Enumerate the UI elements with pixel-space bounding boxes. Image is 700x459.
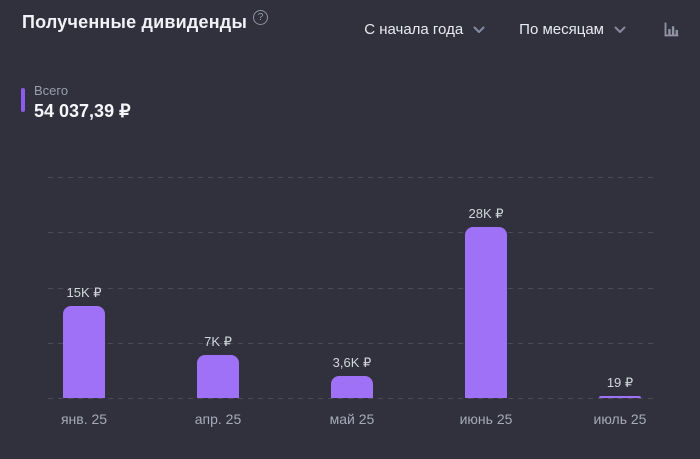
bar-value-label: 7K ₽ [204,334,232,349]
x-axis-label: янв. 25 [60,411,108,427]
total-block: Всего 54 037,39 ₽ [21,83,131,122]
grouping-dropdown-value: По месяцам [519,20,604,38]
chevron-down-icon [614,26,626,34]
bar-value-label: 15K ₽ [66,285,102,300]
gridline [48,232,655,234]
gridline [48,287,655,289]
period-dropdown-value: С начала года [364,20,464,38]
x-axis-label: июнь 25 [459,411,513,427]
page-title: Полученные дивиденды [22,12,248,32]
chart-bar[interactable] [197,355,239,398]
total-value: 54 037,39 ₽ [34,101,131,121]
gridline [48,342,655,344]
bar-value-label: 28K ₽ [468,206,504,221]
chart-controls: С начала года По месяцам [364,18,682,40]
bar-value-label: 3,6K ₽ [332,355,372,370]
chart-bar[interactable] [465,227,507,398]
chevron-down-icon [473,26,485,34]
help-icon[interactable]: ? [253,10,269,25]
total-label: Всего [34,83,69,98]
bar-value-label: 19 ₽ [606,375,634,390]
chart-bar[interactable] [63,306,105,398]
x-axis-label: май 25 [329,411,375,427]
grouping-dropdown[interactable]: По месяцам [519,21,626,38]
x-axis-label: июль 25 [593,411,647,427]
total-accent-bar [21,88,25,112]
gridline [48,398,655,399]
chart-bar[interactable] [599,396,641,398]
bar-chart-icon[interactable] [660,18,682,40]
period-dropdown[interactable]: С начала года [364,21,485,38]
x-axis-label: апр. 25 [194,411,242,427]
gridline [48,177,655,178]
widget-header: Полученные дивиденды ? [22,10,269,33]
chart-bar[interactable] [331,376,373,398]
